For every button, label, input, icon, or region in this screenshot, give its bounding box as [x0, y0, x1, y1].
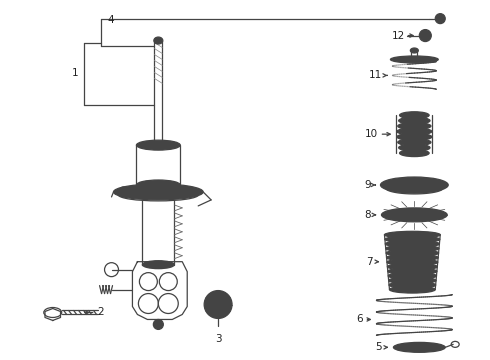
Ellipse shape — [380, 177, 448, 193]
Circle shape — [435, 14, 445, 24]
Ellipse shape — [397, 128, 432, 135]
Ellipse shape — [386, 245, 439, 252]
Ellipse shape — [388, 268, 437, 275]
Ellipse shape — [386, 249, 439, 257]
Text: 5: 5 — [375, 342, 382, 352]
Ellipse shape — [388, 263, 437, 270]
Ellipse shape — [385, 240, 440, 247]
Text: 6: 6 — [356, 314, 363, 324]
Ellipse shape — [387, 259, 438, 266]
Ellipse shape — [399, 117, 430, 124]
Ellipse shape — [385, 236, 440, 243]
Text: 12: 12 — [392, 31, 405, 41]
Ellipse shape — [389, 282, 436, 288]
Circle shape — [419, 30, 431, 41]
Ellipse shape — [143, 261, 174, 269]
Ellipse shape — [136, 180, 180, 190]
Ellipse shape — [393, 342, 445, 352]
Ellipse shape — [387, 254, 438, 261]
Ellipse shape — [398, 122, 431, 130]
Ellipse shape — [385, 231, 440, 238]
Ellipse shape — [382, 208, 447, 222]
Ellipse shape — [388, 273, 437, 279]
Ellipse shape — [389, 277, 436, 284]
Ellipse shape — [391, 56, 438, 63]
Ellipse shape — [399, 150, 429, 157]
Text: 4: 4 — [107, 15, 114, 24]
Text: 7: 7 — [366, 257, 372, 267]
Ellipse shape — [136, 140, 180, 150]
Text: 3: 3 — [215, 334, 221, 345]
Ellipse shape — [114, 184, 203, 200]
Text: 1: 1 — [72, 68, 78, 78]
Ellipse shape — [397, 134, 432, 140]
Text: 8: 8 — [364, 210, 370, 220]
Text: 11: 11 — [369, 71, 383, 80]
Text: 2: 2 — [98, 307, 104, 318]
Text: 10: 10 — [365, 129, 377, 139]
Ellipse shape — [398, 139, 431, 146]
Circle shape — [153, 319, 163, 329]
Ellipse shape — [399, 112, 429, 119]
Ellipse shape — [390, 286, 435, 293]
Ellipse shape — [410, 48, 418, 53]
Ellipse shape — [399, 144, 430, 151]
Circle shape — [204, 291, 232, 319]
Ellipse shape — [154, 37, 163, 44]
Text: 9: 9 — [364, 180, 370, 190]
